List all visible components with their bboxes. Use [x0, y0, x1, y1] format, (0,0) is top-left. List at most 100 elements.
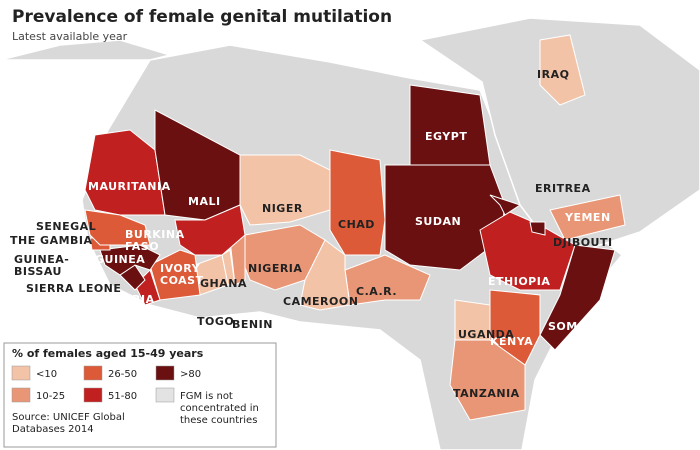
country-label-line: TOGO: [197, 315, 234, 328]
legend-swatch: [83, 387, 103, 403]
country-label-line: MALI: [188, 195, 221, 208]
country-label: C.A.R.: [356, 285, 397, 298]
country-shape: [539, 244, 616, 351]
legend-label-line: >80: [180, 369, 201, 380]
country-shape: [239, 154, 331, 226]
country-label: TANZANIA: [453, 387, 520, 400]
country-label: IRAQ: [537, 68, 569, 81]
country-label: SOMALIA: [548, 320, 608, 333]
country-label: CAMEROON: [283, 295, 358, 308]
legend-label: 10-25: [36, 391, 65, 402]
country-label: THE GAMBIA: [10, 234, 93, 247]
country-label: EGYPT: [425, 130, 467, 143]
country-label: MAURITANIA: [88, 180, 171, 193]
legend-swatch: [11, 387, 31, 403]
country-shape: [84, 209, 151, 246]
country-shape: [549, 194, 626, 241]
country-label-line: BISSAU: [14, 265, 62, 278]
legend-label: 26-50: [108, 369, 137, 380]
country-label-line: THE GAMBIA: [10, 234, 93, 247]
country-label: BURKINA FASO: [125, 228, 185, 253]
country-shape: [99, 244, 161, 276]
legend-label: <10: [36, 369, 57, 380]
title: Prevalence of female genital mutilation: [12, 7, 392, 27]
country-shape: [539, 34, 586, 106]
country-shape: [299, 239, 351, 311]
country-label-line: CHAD: [338, 218, 375, 231]
country-label: GHANA: [200, 277, 247, 290]
country-label: MALI: [188, 195, 221, 208]
legend-swatch: [155, 387, 175, 403]
country-label: BENIN: [232, 318, 273, 331]
country-label-line: DJIBOUTI: [553, 236, 613, 249]
legend-box: [3, 342, 277, 448]
land: [418, 17, 700, 259]
country-label: GUINEA-BISSAU: [14, 253, 69, 278]
legend-label-line: 26-50: [108, 369, 137, 380]
country-label: NIGERIA: [248, 262, 302, 275]
legend-label: 51-80: [108, 391, 137, 402]
country-label: TOGO: [197, 315, 234, 328]
legend-label-line: FGM is not: [180, 391, 233, 402]
country-label-line: COAST: [160, 274, 204, 287]
source: Source: UNICEF Global Databases 2014: [12, 412, 125, 435]
source-line: Databases 2014: [12, 424, 94, 435]
country-label-line: NIGERIA: [248, 262, 302, 275]
legend-label-line: <10: [36, 369, 57, 380]
country-label-line: TANZANIA: [453, 387, 520, 400]
country-label-line: BENIN: [232, 318, 273, 331]
country-label: SENEGAL: [36, 220, 96, 233]
country-label: GUINEA: [95, 253, 145, 266]
land: [0, 39, 173, 61]
country-label: IVORY COAST: [160, 262, 204, 287]
country-label-line: BURKINA: [125, 228, 185, 241]
country-label-line: MAURITANIA: [88, 180, 171, 193]
country-label-line: UGANDA: [458, 328, 514, 341]
country-label-line: NIGER: [262, 202, 303, 215]
country-label: SUDAN: [415, 215, 461, 228]
country-label: SIERRA LEONE: [26, 282, 121, 295]
country-label-line: SUDAN: [415, 215, 461, 228]
legend-label-line: 51-80: [108, 391, 137, 402]
legend-label-line: concentrated in: [180, 403, 259, 414]
country-label-line: CAMEROON: [283, 295, 358, 308]
country-label-line: GUINEA-: [14, 253, 69, 266]
legend: % of females aged 15-49 years <10 10-25 26…: [3, 342, 277, 448]
legend-label: >80: [180, 369, 201, 380]
country-label: CHAD: [338, 218, 375, 231]
legend-label-line: these countries: [180, 415, 257, 426]
country-shape: [529, 221, 546, 236]
country-label-line: LIBERIA: [103, 293, 155, 306]
country-shape: [479, 211, 576, 291]
country-label: DJIBOUTI: [553, 236, 613, 249]
country-label-line: KENYA: [490, 335, 533, 348]
country-label-line: IRAQ: [537, 68, 569, 81]
country-label-line: FASO: [125, 240, 159, 253]
country-label-line: IVORY: [160, 262, 201, 275]
country-label: LIBERIA: [103, 293, 155, 306]
country-label-line: EGYPT: [425, 130, 467, 143]
country-label-line: ETHIOPIA: [488, 275, 550, 288]
country-label: KENYA: [490, 335, 533, 348]
country-shape: [449, 339, 526, 421]
legend-label: FGM is not concentrated in these countries: [180, 391, 259, 426]
country-label: UGANDA: [458, 328, 514, 341]
country-label: ETHIOPIA: [488, 275, 550, 288]
country-label-line: C.A.R.: [356, 285, 397, 298]
country-shape: [84, 129, 166, 216]
subtitle: Latest available year: [12, 30, 128, 43]
country-shape: [174, 204, 246, 256]
country-label: YEMEN: [564, 211, 611, 224]
country-shape: [409, 84, 491, 166]
source-line: Source: UNICEF Global: [12, 412, 125, 423]
country-label: ERITREA: [535, 182, 591, 195]
country-label-line: SENEGAL: [36, 220, 96, 233]
country-label-line: YEMEN: [564, 211, 611, 224]
legend-swatch: [83, 365, 103, 381]
legend-swatch: [155, 365, 175, 381]
country-shape: [329, 149, 386, 256]
country-label-line: SOMALIA: [548, 320, 608, 333]
country-label-line: GUINEA: [95, 253, 145, 266]
legend-title: % of females aged 15-49 years: [12, 347, 204, 360]
